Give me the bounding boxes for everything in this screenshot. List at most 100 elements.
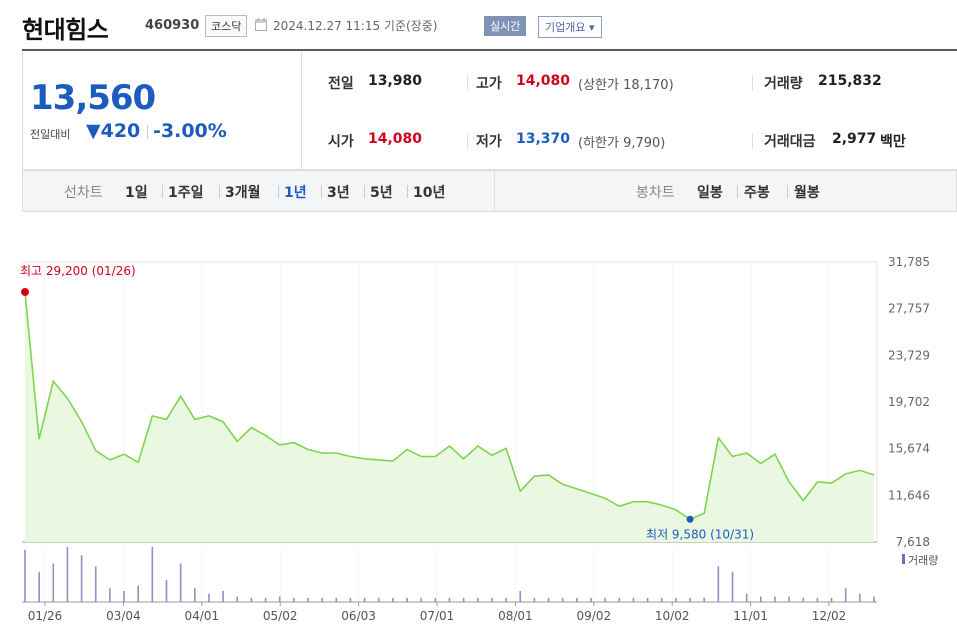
y-tick-label: 27,757 <box>888 302 930 316</box>
tab-divider <box>787 185 788 198</box>
volume-bar <box>646 597 649 602</box>
tab-주봉[interactable]: 주봉 <box>744 185 770 201</box>
amount-value: 2,977 <box>832 131 877 147</box>
open-value: 14,080 <box>368 131 423 147</box>
volume-bar <box>505 597 507 602</box>
volume-bar <box>151 547 154 602</box>
high-marker <box>21 287 29 296</box>
volume-bar <box>24 549 26 602</box>
divider <box>752 75 753 91</box>
volume-bar <box>179 563 182 602</box>
volume-bar <box>731 571 734 602</box>
company-overview-button[interactable]: 기업개요 ▾ <box>538 16 602 38</box>
volume-bar <box>745 593 748 602</box>
tab-divider <box>162 185 163 198</box>
tab-10년[interactable]: 10년 <box>413 185 446 201</box>
volume-bar <box>363 597 366 602</box>
volume-bar <box>194 588 196 602</box>
volume-bar <box>491 597 493 602</box>
volume-bar <box>250 597 253 602</box>
tab-5년[interactable]: 5년 <box>370 185 393 201</box>
volume-bar <box>208 593 210 602</box>
volume-bar <box>293 597 295 602</box>
volume-bar <box>392 597 394 602</box>
x-tick-label: 08/01 <box>498 609 533 623</box>
company-overview-label: 기업개요 <box>545 21 586 34</box>
volume-bar <box>689 597 691 602</box>
volume-bar <box>477 597 479 602</box>
prev-change-label: 전일대비 <box>30 128 71 141</box>
low-marker <box>686 515 694 523</box>
volume-bar <box>349 597 352 602</box>
price-area <box>25 291 874 542</box>
volume-bar <box>859 593 861 602</box>
volume-bar <box>165 580 168 602</box>
volume-bar <box>760 596 762 602</box>
tab-1년[interactable]: 1년 <box>284 185 307 201</box>
volume-bar <box>618 597 621 602</box>
tab-divider <box>278 185 279 198</box>
price-line <box>24 291 875 521</box>
volume-bar <box>788 596 790 602</box>
x-tick-label: 07/01 <box>420 609 455 623</box>
tab-월봉[interactable]: 월봉 <box>794 185 820 201</box>
candle-chart-label: 봉차트 <box>636 185 675 201</box>
prev-close-value: 13,980 <box>368 73 423 89</box>
volume-bar <box>38 571 40 602</box>
tab-divider <box>364 185 365 198</box>
volume-bar <box>873 596 875 602</box>
volume-label: 거래량 <box>764 76 803 92</box>
x-tick-label: 04/01 <box>185 609 220 623</box>
volume-bar <box>844 588 847 602</box>
y-tick-label: 23,729 <box>888 348 930 362</box>
realtime-button[interactable]: 실시간 <box>484 16 527 36</box>
tab-3년[interactable]: 3년 <box>327 185 350 201</box>
divider <box>467 75 468 91</box>
tab-일봉[interactable]: 일봉 <box>697 185 723 201</box>
x-tick-label: 01/26 <box>28 609 63 623</box>
stock-code: 460930 <box>145 18 200 33</box>
volume-bar <box>830 597 833 602</box>
volume-bar <box>236 596 239 602</box>
volume-bar <box>717 566 720 602</box>
volume-bar <box>632 597 635 602</box>
volume-bar <box>462 597 465 602</box>
line-chart-label: 선차트 <box>64 185 103 201</box>
volume-bar <box>406 597 408 602</box>
volume-bar <box>675 597 677 602</box>
current-price: 13,560 <box>30 78 156 118</box>
volume-bar <box>660 597 663 602</box>
change-value: ▼420 <box>86 120 141 142</box>
volume-bar <box>802 597 805 602</box>
low-label: 저가 <box>476 134 502 150</box>
tab-1일[interactable]: 1일 <box>125 185 148 201</box>
x-tick-label: 09/02 <box>577 609 612 623</box>
y-tick-label: 15,674 <box>888 442 930 456</box>
volume-bar <box>80 555 83 602</box>
volume-bar <box>109 588 111 602</box>
volume-bar <box>533 597 536 602</box>
volume-bar <box>123 591 125 602</box>
high-label: 고가 <box>476 76 502 92</box>
volume-bar <box>278 596 281 602</box>
volume-value: 215,832 <box>818 73 882 89</box>
x-tick-label: 10/02 <box>655 609 690 623</box>
tab-divider <box>219 185 220 198</box>
tab-divider <box>407 185 408 198</box>
volume-bar <box>222 591 224 602</box>
volume-bar <box>774 596 776 602</box>
tab-divider <box>737 185 738 198</box>
volume-bar <box>420 597 422 602</box>
volume-bar <box>52 563 55 602</box>
volume-bar <box>137 585 139 602</box>
tab-3개월[interactable]: 3개월 <box>225 185 261 201</box>
divider <box>467 133 468 149</box>
volume-bar <box>66 547 69 602</box>
divider <box>752 133 753 149</box>
x-tick-label: 05/02 <box>263 609 298 623</box>
tab-1주일[interactable]: 1주일 <box>168 185 204 201</box>
volume-bar <box>547 597 550 602</box>
high-value: 14,080 <box>516 73 571 89</box>
tab-divider <box>321 185 322 198</box>
quote-info-panel <box>302 52 957 170</box>
